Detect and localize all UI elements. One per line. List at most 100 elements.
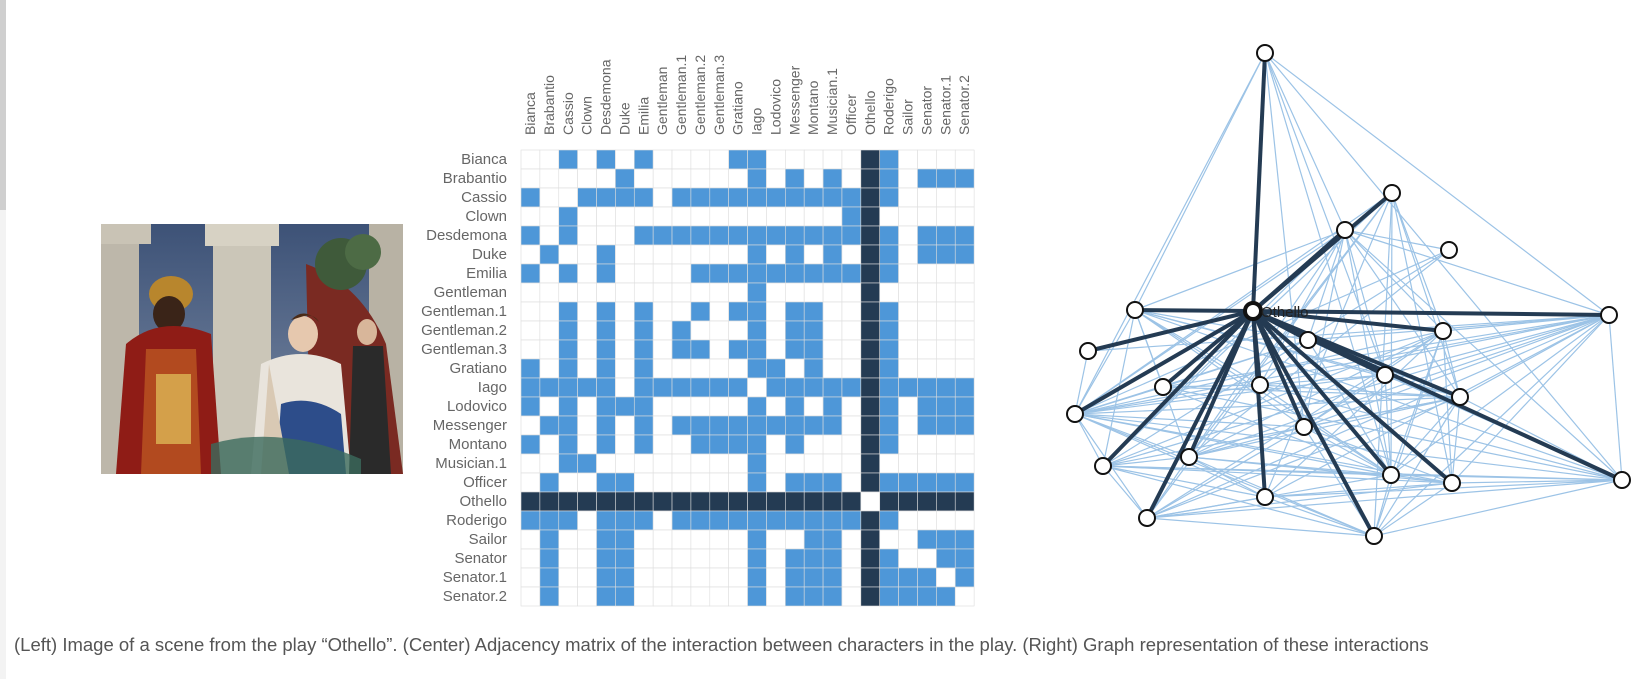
othello-edge: [1251, 52, 1267, 312]
graph-edge: [1087, 314, 1610, 352]
graph-edge: [1259, 374, 1386, 386]
matrix-row-label: Musician.1: [435, 455, 507, 472]
graph-node: [1613, 471, 1631, 489]
matrix-column-label: Lodovico: [767, 79, 783, 135]
matrix-column-label: Officer: [843, 94, 859, 135]
matrix-column-label: Senator.2: [956, 75, 972, 135]
matrix-row-label: Othello: [459, 493, 507, 510]
graph-edge: [1307, 314, 1610, 341]
graph-edge: [1303, 314, 1610, 428]
othello-node-label: Othello: [1261, 304, 1309, 321]
graph-edge: [1373, 482, 1453, 537]
graph-edge: [1134, 229, 1346, 311]
graph-edge: [1102, 465, 1375, 537]
graph-edge: [1134, 309, 1623, 481]
scrollbar-thumb[interactable]: [0, 0, 6, 210]
othello-painting-image: [101, 224, 403, 474]
othello-edge: [1073, 309, 1255, 416]
matrix-column-label: Sailor: [900, 99, 916, 135]
graph-edge: [1384, 314, 1610, 376]
matrix-column-label: Desdemona: [598, 59, 614, 135]
graph-edge: [1074, 314, 1610, 415]
graph-node: [1126, 301, 1144, 319]
matrix-column-label: Emilia: [635, 97, 651, 135]
matrix-column-label: Gentleman: [654, 67, 670, 135]
graph-edge: [1264, 52, 1346, 231]
matrix-row-label: Lodovico: [447, 398, 507, 415]
othello-node: [1243, 301, 1263, 321]
graph-edge: [1264, 496, 1375, 537]
othello-edge: [1134, 308, 1254, 313]
graph-edge: [1146, 496, 1266, 519]
matrix-column-label: Clown: [579, 96, 595, 135]
othello-edge: [1145, 310, 1255, 519]
graph-edge: [1188, 426, 1305, 458]
graph-edge: [1146, 396, 1461, 519]
matrix-row-label: Sailor: [469, 531, 507, 548]
adjacency-matrix: BiancaBrabantioCassioClownDesdemonaDukeE…: [421, 55, 975, 607]
matrix-row-label: Bianca: [461, 151, 508, 168]
graph-edge: [1307, 339, 1392, 476]
graph-edge: [1134, 52, 1266, 311]
graph-edge: [1074, 413, 1266, 498]
graph-edge: [1264, 52, 1610, 316]
matrix-row-label: Messenger: [433, 417, 507, 434]
matrix-row-label: Desdemona: [426, 227, 508, 244]
matrix-column-label: Brabantio: [541, 75, 557, 135]
graph-edge: [1102, 465, 1266, 498]
graph-edge: [1074, 396, 1461, 415]
graph-edge: [1373, 396, 1461, 537]
matrix-column-label: Gratiano: [730, 81, 746, 135]
graph-edge: [1442, 330, 1453, 484]
scrollbar[interactable]: [0, 0, 6, 679]
graph-edge: [1259, 384, 1392, 476]
graph-node: [1079, 342, 1097, 360]
graph-edge: [1074, 386, 1164, 415]
graph-node: [1443, 474, 1461, 492]
graph-edge: [1390, 314, 1610, 476]
graph-edge: [1074, 309, 1136, 415]
matrix-column-label: Messenger: [786, 65, 802, 135]
graph-edge: [1188, 456, 1375, 537]
graph-edge: [1074, 413, 1623, 481]
graph-edge: [1146, 482, 1453, 519]
graph-edge: [1188, 456, 1266, 498]
matrix-row-label: Senator: [454, 550, 507, 567]
graph-edge: [1162, 314, 1610, 388]
graph-edge: [1373, 330, 1444, 537]
graph-node: [1180, 448, 1198, 466]
matrix-cell: [954, 586, 975, 607]
graph-edge: [1451, 479, 1623, 484]
graph-edge: [1390, 474, 1453, 484]
graph-edge: [1264, 52, 1623, 481]
graph-edge: [1264, 482, 1453, 498]
graph-edge: [1188, 330, 1444, 458]
graph-edge: [1303, 229, 1346, 428]
matrix-row-label: Senator.1: [443, 569, 507, 586]
matrix-row-label: Brabantio: [443, 170, 507, 187]
graph-edge: [1307, 229, 1346, 341]
graph-node: [1376, 366, 1394, 384]
matrix-column-label: Othello: [862, 90, 878, 135]
graph-edge: [1373, 314, 1610, 537]
matrix-row-label: Gentleman.3: [421, 341, 507, 358]
matrix-row-label: Clown: [465, 208, 507, 225]
graph-edge: [1188, 456, 1453, 484]
graph-edge: [1391, 192, 1461, 398]
matrix-row-label: Duke: [472, 246, 507, 263]
graph-edge: [1074, 413, 1375, 537]
graph-edge: [1188, 396, 1461, 458]
graph-node: [1451, 388, 1469, 406]
othello-edge: [1251, 309, 1454, 485]
matrix-column-label: Montano: [805, 80, 821, 135]
othello-edge: [1087, 309, 1254, 353]
matrix-column-label: Senator: [919, 86, 935, 135]
graph-node: [1066, 405, 1084, 423]
graph-edge: [1264, 52, 1392, 476]
graph-edge: [1391, 192, 1444, 332]
matrix-row-label: Officer: [463, 474, 507, 491]
graph-edge: [1102, 396, 1461, 467]
othello-edge: [1251, 310, 1267, 498]
graph-node: [1256, 44, 1274, 62]
